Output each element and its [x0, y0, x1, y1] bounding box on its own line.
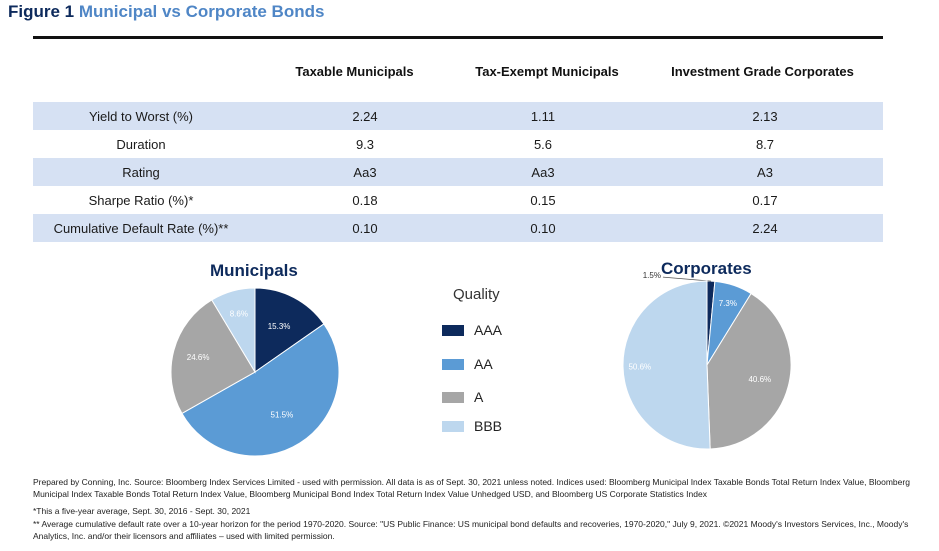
cell: 0.10 [530, 221, 556, 236]
legend-title: Quality [453, 286, 500, 303]
corporates-pie-chart: 1.5% 7.3% 40.6% 50.6% [622, 271, 792, 450]
row-label: Duration [116, 137, 166, 152]
pie-data-label: 24.6% [187, 353, 210, 362]
pie-data-label: 50.6% [628, 362, 651, 371]
pie-slice-aaa [254, 287, 325, 373]
column-header-taxable: Taxable Municipals [295, 64, 414, 79]
cell: 9.3 [355, 137, 375, 152]
legend-label: BBB [474, 418, 503, 434]
pie-slice-a [170, 299, 256, 415]
pie-slice-a [706, 292, 792, 450]
municipals-pie-chart: 15.3% 51.5% 24.6% 8.6% [170, 287, 340, 457]
top-rule [33, 36, 883, 39]
pie-data-label: 51.5% [271, 411, 294, 420]
pie-data-label: 1.5% [643, 271, 661, 280]
cell: 2.24 [752, 221, 778, 236]
municipals-chart-title: Municipals [210, 261, 298, 280]
footnote-default-rate: ** Average cumulative default rate over … [33, 519, 909, 541]
cell: Aa3 [353, 165, 377, 180]
cell: 0.18 [352, 193, 378, 208]
pie-data-label: 15.3% [268, 322, 291, 331]
corporates-chart-title: Corporates [661, 259, 752, 278]
table-row: Sharpe Ratio (%)* 0.18 0.15 0.17 [33, 186, 883, 214]
cell: 0.10 [352, 221, 378, 236]
legend-swatch [442, 359, 464, 370]
pie-data-label: 40.6% [748, 375, 771, 384]
figure-title: Figure 1 Municipal vs Corporate Bonds [8, 2, 324, 22]
row-label: Sharpe Ratio (%)* [88, 193, 194, 208]
table-row: Yield to Worst (%) 2.24 1.11 2.13 [33, 102, 883, 130]
row-label: Rating [122, 165, 160, 180]
legend-swatch [442, 325, 464, 336]
legend-label: AA [474, 356, 493, 372]
cell: 1.11 [530, 109, 556, 124]
source-footnote: Prepared by Conning, Inc. Source: Bloomb… [33, 477, 910, 499]
legend-swatch [442, 421, 464, 432]
cell: 2.24 [352, 109, 378, 124]
legend-swatch [442, 392, 464, 403]
figure-number: Figure 1 [8, 2, 75, 21]
cell: A3 [757, 165, 773, 180]
table-row: Duration 9.3 5.6 8.7 [33, 130, 883, 158]
legend-label: A [474, 389, 484, 405]
cell: 0.15 [530, 193, 556, 208]
figure-name: Municipal vs Corporate Bonds [78, 2, 325, 21]
cell: 8.7 [755, 137, 775, 152]
row-label: Cumulative Default Rate (%)** [53, 221, 229, 236]
legend-label: AAA [474, 322, 503, 338]
pie-slice-bbb [211, 287, 256, 374]
pie-data-label: 7.3% [719, 299, 737, 308]
cell: Aa3 [531, 165, 555, 180]
table-row: Cumulative Default Rate (%)** 0.10 0.10 … [33, 214, 883, 242]
pie-slice-aa [181, 323, 340, 457]
column-header-corporates: Investment Grade Corporates [671, 64, 854, 79]
column-header-tax-exempt: Tax-Exempt Municipals [475, 64, 619, 79]
row-label: Yield to Worst (%) [88, 109, 194, 124]
leader-line [662, 276, 711, 282]
footnote-sharpe: *This a five-year average, Sept. 30, 201… [33, 506, 251, 516]
cell: 0.17 [752, 193, 778, 208]
pie-data-label: 8.6% [230, 310, 248, 319]
cell: 2.13 [752, 109, 778, 124]
pie-slice-bbb [622, 280, 711, 450]
cell: 5.6 [533, 137, 553, 152]
table-row: Rating Aa3 Aa3 A3 [33, 158, 883, 186]
